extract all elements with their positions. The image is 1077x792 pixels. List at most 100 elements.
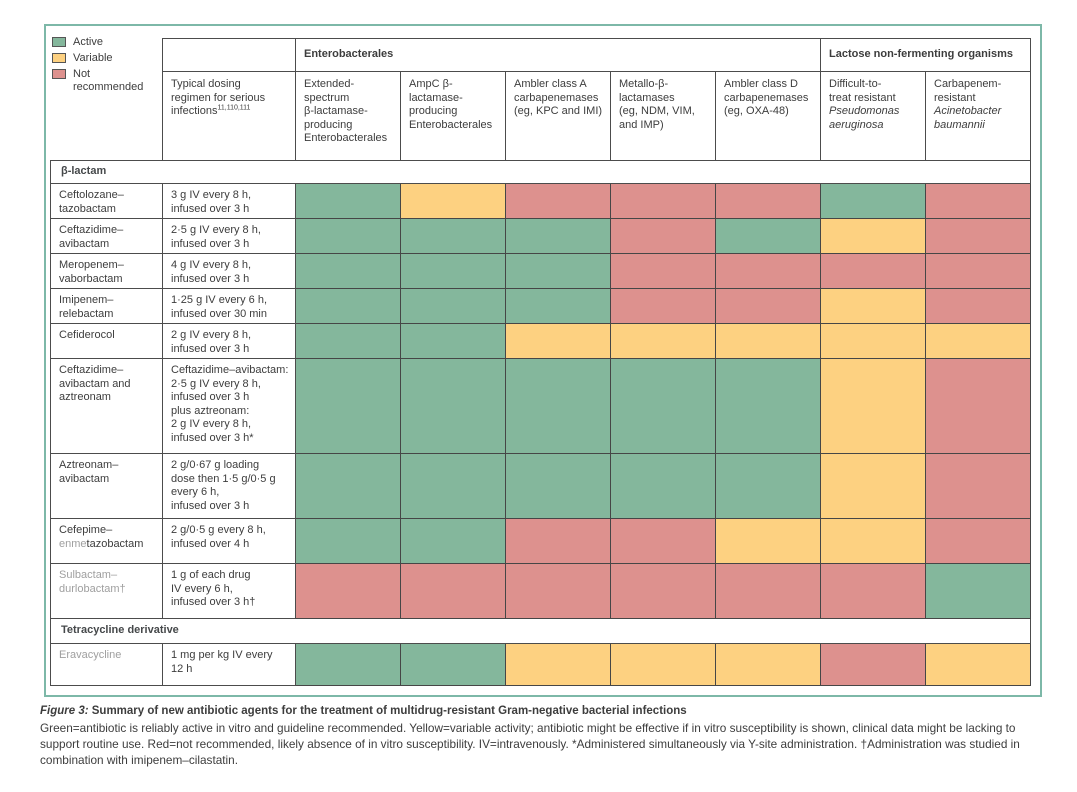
drug-name-line: Sulbactam– <box>59 569 159 583</box>
drug-name-cell: Meropenem– vaborbactam <box>50 253 163 289</box>
status-cell <box>295 518 401 564</box>
drug-name-segment: avibactam and <box>59 377 131 390</box>
status-cell <box>715 518 821 564</box>
header-line: producing <box>304 118 353 131</box>
status-cell <box>715 453 821 519</box>
drug-name-line: Imipenem– <box>59 294 159 308</box>
status-cell <box>610 218 716 254</box>
dosing-line: 1 mg per kg IV every <box>171 649 273 661</box>
dosing-line: infused over 3 h <box>171 499 250 512</box>
status-cell <box>924 643 1032 686</box>
drug-name-line: avibactam and <box>59 378 159 392</box>
caption-footnotes: Green=antibiotic is reliably active in v… <box>40 721 1020 767</box>
drug-row: Sulbactam– durlobactam† 1 g of each drug IV… <box>50 563 1032 619</box>
dosing-cell: 2·5 g IV every 8 h, infused over 3 h <box>162 218 296 254</box>
drug-name-line: avibactam <box>59 473 159 487</box>
header-line: aeruginosa <box>829 118 884 131</box>
drug-name-segment: avibactam <box>59 237 110 250</box>
dosing-line: infused over 3 h <box>171 272 250 285</box>
dosing-line: plus aztreonam: <box>171 404 250 417</box>
status-cell <box>400 453 506 519</box>
section-row: β-lactam <box>49 160 1032 184</box>
header-line: Extended- <box>304 78 355 90</box>
status-cell <box>295 358 401 454</box>
header-line: (eg, NDM, VIM, <box>619 105 695 117</box>
drug-row: Meropenem– vaborbactam 4 g IV every 8 h, in… <box>50 253 1032 289</box>
dosing-line: infused over 3 h* <box>171 431 254 444</box>
caption-title: Figure 3: Summary of new antibiotic agen… <box>40 705 1042 717</box>
drug-name-segment: avibactam <box>59 472 110 485</box>
status-cell <box>610 323 716 359</box>
drug-row: Ceftolozane– tazobactam 3 g IV every 8 h, i… <box>50 183 1032 219</box>
organism-column-header: Carbapenem-resistant Acinetobacter baumann… <box>924 71 1032 161</box>
drug-name-segment: aztreonam <box>59 391 111 403</box>
dosing-cell: 1 mg per kg IV every 12 h <box>162 643 296 686</box>
drug-name-line: Aztreonam– <box>59 459 159 473</box>
status-cell <box>924 518 1032 564</box>
drug-name-segment: Eravacycline <box>59 649 122 661</box>
dosing-line: 4 g IV every 8 h, <box>171 259 252 271</box>
status-cell <box>295 288 401 324</box>
dosing-line: infused over 3 h <box>171 391 250 403</box>
status-cell <box>924 288 1032 324</box>
header-group-row: Enterobacterales Lactose non-fermenting o… <box>51 38 1032 72</box>
status-cell <box>505 358 611 454</box>
dosing-cell: Ceftazidime–avibactam: 2·5 g IV every 8 h… <box>162 358 296 454</box>
drug-name-cell: Aztreonam– avibactam <box>50 453 163 519</box>
dosing-line: 2·5 g IV every 8 h, <box>171 224 261 236</box>
header-line: Enterobacterales <box>409 118 493 131</box>
status-cell <box>820 323 926 359</box>
status-cell <box>400 288 506 324</box>
drug-name-cell: Ceftazidime– avibactam and aztreonam <box>50 358 163 454</box>
dosing-line: infused over 3 h <box>171 237 250 250</box>
header-line: lactamases <box>619 91 675 104</box>
status-cell <box>924 563 1032 619</box>
status-cell <box>820 183 926 219</box>
status-cell <box>505 563 611 619</box>
dosing-line: every 6 h, <box>171 486 220 498</box>
status-cell <box>610 643 716 686</box>
header-line: Carbapenem- <box>934 78 1002 90</box>
header-line: treat resistant <box>829 91 896 104</box>
status-cell <box>820 358 926 454</box>
status-cell <box>400 323 506 359</box>
drug-row: Imipenem– relebactam 1·25 g IV every 6 h, i… <box>50 288 1032 324</box>
dosing-line: 12 h <box>171 662 193 675</box>
status-cell <box>400 358 506 454</box>
dosing-line: 2 g/0·5 g every 8 h, <box>171 524 266 536</box>
legend-label: Active <box>73 36 103 48</box>
status-cell <box>610 358 716 454</box>
status-cell <box>505 643 611 686</box>
dosing-cell: 1 g of each drug IV every 6 h, infused ove… <box>162 563 296 619</box>
drug-name-cell: Sulbactam– durlobactam† <box>50 563 163 619</box>
header-line: Ambler class A <box>514 78 587 90</box>
drug-name-line: Cefepime– <box>59 524 159 538</box>
drug-name-segment: Aztreonam– <box>59 459 119 471</box>
header-line: Ambler class D <box>724 78 798 90</box>
status-cell <box>924 358 1032 454</box>
status-cell <box>295 218 401 254</box>
organism-column-header: AmpC β-lactamase-producing Enterobacteral… <box>400 71 506 161</box>
drug-name-line: Ceftolozane– <box>59 189 159 203</box>
dosing-line: 3 g IV every 8 h, <box>171 189 252 201</box>
dosing-line: infused over 30 min <box>171 307 267 320</box>
status-cell <box>295 183 401 219</box>
header-line: β-lactamase- <box>304 105 368 117</box>
status-cell <box>715 218 821 254</box>
status-cell <box>505 453 611 519</box>
header-line: resistant <box>934 91 976 104</box>
drug-name-line: avibactam <box>59 238 159 252</box>
status-cell <box>295 563 401 619</box>
drug-name-line: vaborbactam <box>59 273 159 287</box>
legend-spacer-cell <box>51 39 163 72</box>
header-line: spectrum <box>304 91 350 104</box>
section-header-cell: Tetracycline derivative <box>49 618 1032 644</box>
status-cell <box>924 453 1032 519</box>
status-cell <box>924 253 1032 289</box>
variable-color-swatch <box>52 53 66 63</box>
drug-row: Aztreonam– avibactam 2 g/0·67 g loading dos… <box>50 453 1032 519</box>
drug-name-segment: Ceftolozane– <box>59 189 124 201</box>
reference-superscript: 11,110,111 <box>217 104 251 112</box>
status-cell <box>505 518 611 564</box>
